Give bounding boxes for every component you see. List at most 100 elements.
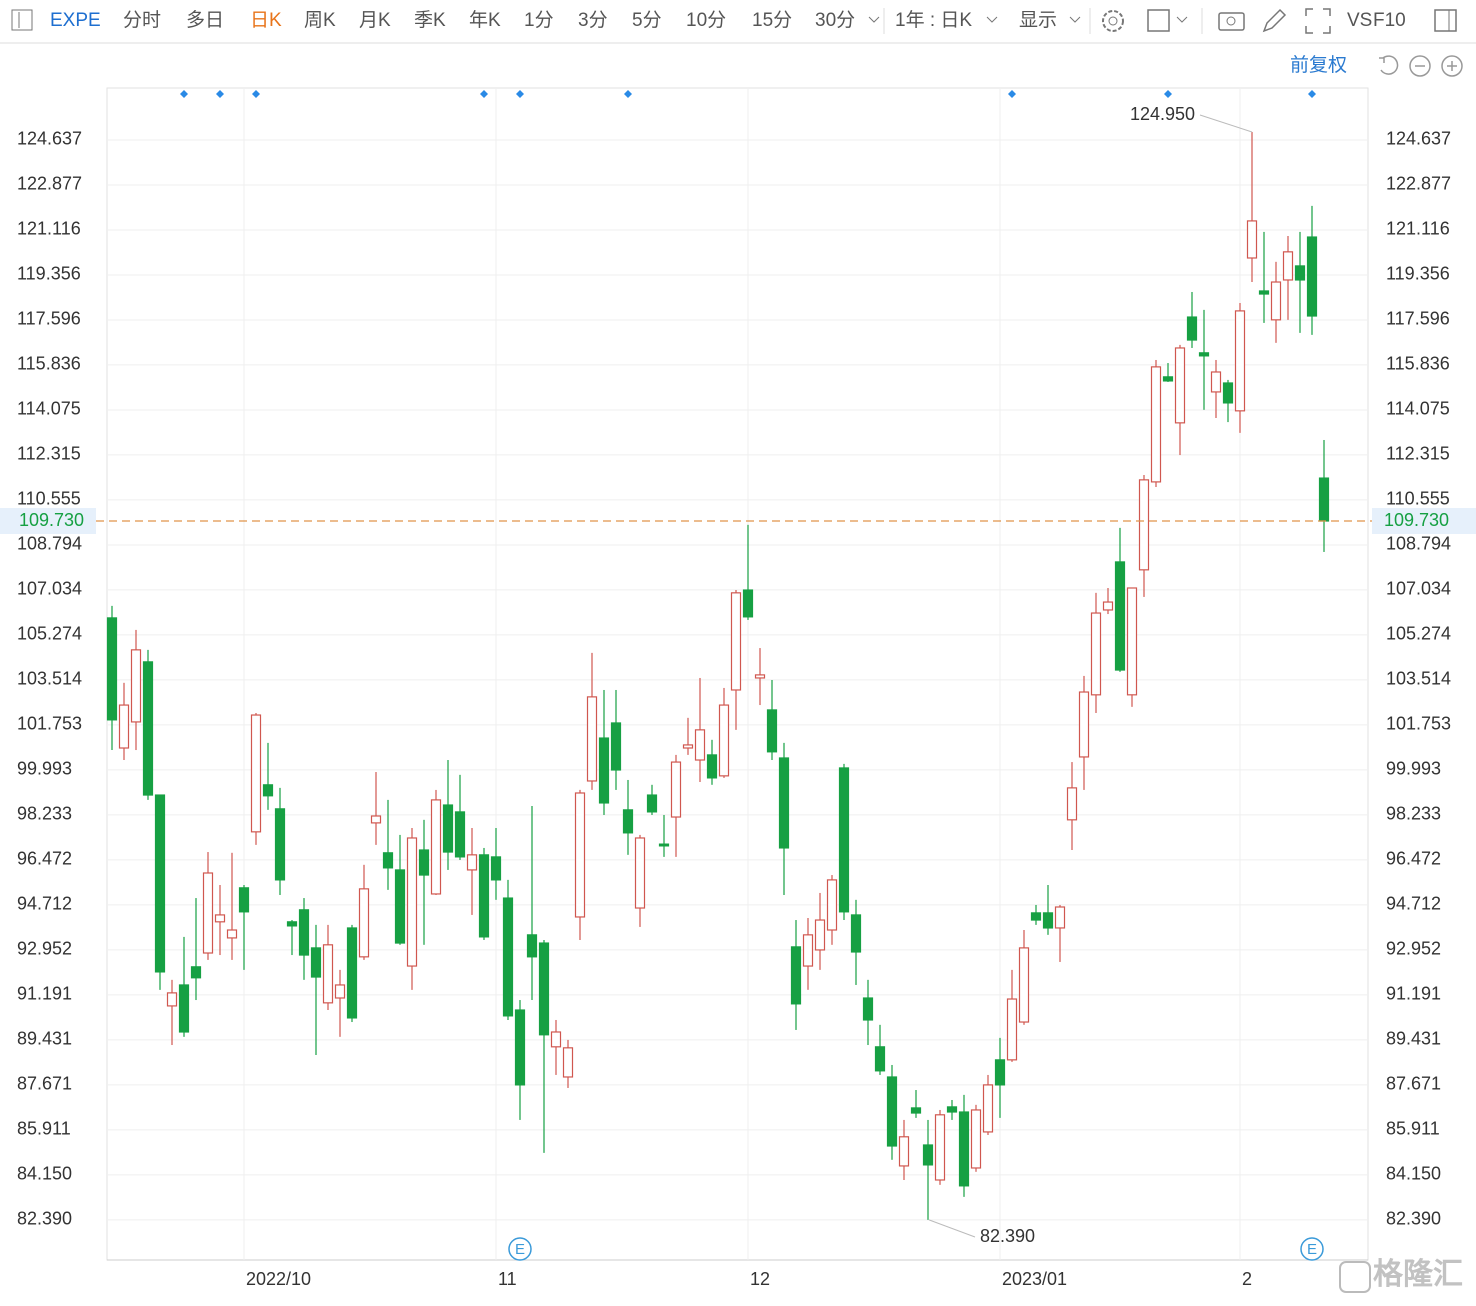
candle-body <box>190 966 202 979</box>
candle-body <box>1282 251 1294 281</box>
y-tick-label-right: 96.472 <box>1386 849 1441 869</box>
period-tab[interactable]: 日K <box>250 10 282 31</box>
y-tick-label-right: 119.356 <box>1386 264 1450 284</box>
annotation-label: 82.390 <box>980 1226 1035 1246</box>
period-tab[interactable]: 10分 <box>686 9 726 31</box>
candle-body <box>1294 265 1306 281</box>
candle-body <box>286 921 298 927</box>
period-tab[interactable]: 30分 <box>815 9 855 31</box>
period-tab[interactable]: 月K <box>359 10 391 31</box>
symbol[interactable]: EXPE <box>50 10 101 31</box>
candle-body <box>586 696 598 782</box>
reset-icon[interactable] <box>1379 55 1399 75</box>
candle-body <box>562 1047 574 1078</box>
event-marker[interactable] <box>516 90 524 98</box>
candle-body <box>178 984 190 1033</box>
candle-body <box>742 589 754 618</box>
last-price-label-right: 109.730 <box>1384 510 1449 530</box>
y-tick-label-right: 105.274 <box>1386 624 1451 644</box>
y-tick-label: 89.431 <box>17 1029 72 1049</box>
event-marker[interactable] <box>180 90 188 98</box>
candle-body <box>154 794 166 973</box>
earnings-marker[interactable] <box>508 1237 532 1261</box>
f10-button[interactable]: F10 <box>1373 10 1406 31</box>
y-tick-label-right: 124.637 <box>1386 129 1451 149</box>
sidebar-icon[interactable] <box>1434 9 1457 32</box>
y-tick-label: 84.150 <box>17 1164 72 1184</box>
candle-body <box>1018 947 1030 1023</box>
candle-body <box>1210 371 1222 393</box>
settings-icon[interactable] <box>1102 10 1124 32</box>
y-tick-label-right: 99.993 <box>1386 759 1441 779</box>
x-tick-label: 2022/10 <box>246 1269 311 1289</box>
candle-body <box>1114 561 1126 671</box>
event-marker[interactable] <box>624 90 632 98</box>
candle-body <box>790 946 802 1005</box>
candle-body <box>490 856 502 881</box>
candle-body <box>970 1109 982 1169</box>
candle-body <box>1270 281 1282 321</box>
period-tab[interactable]: 季K <box>414 9 446 31</box>
y-tick-label: 96.472 <box>17 849 72 869</box>
candle-body <box>922 1144 934 1166</box>
period-tab[interactable]: 5分 <box>632 9 662 31</box>
candle-body <box>478 854 490 938</box>
y-tick-label: 101.753 <box>17 714 82 734</box>
settings-icon-core <box>1108 16 1118 26</box>
adjust-mode[interactable]: 前复权 <box>1290 54 1347 76</box>
period-tab[interactable]: 周K <box>304 10 336 31</box>
menu-icon[interactable] <box>11 9 33 31</box>
candle-body <box>394 869 406 944</box>
y-tick-label-right: 85.911 <box>1386 1119 1440 1139</box>
y-tick-label: 105.274 <box>17 624 82 644</box>
candle-body <box>778 757 790 849</box>
period-tab[interactable]: 多日 <box>186 9 224 31</box>
candle-body <box>874 1046 886 1072</box>
vs-button[interactable]: VS <box>1347 10 1372 31</box>
candle-body <box>1162 376 1174 382</box>
zoom-in-plus <box>1447 61 1457 71</box>
event-marker[interactable] <box>1164 90 1172 98</box>
candle-body <box>238 887 250 913</box>
display-select[interactable]: 显示 <box>1019 10 1057 31</box>
candle-body <box>886 1076 898 1147</box>
event-marker[interactable] <box>480 90 488 98</box>
period-tab[interactable]: 1分 <box>524 9 554 31</box>
draw-icon[interactable] <box>1262 8 1287 33</box>
candle-body <box>634 837 646 909</box>
candle-body <box>994 1059 1006 1086</box>
range-select[interactable]: 1年 : 日K <box>895 9 972 31</box>
event-marker[interactable] <box>252 90 260 98</box>
candle-body <box>910 1107 922 1114</box>
event-marker[interactable] <box>1008 90 1016 98</box>
y-tick-label-right: 108.794 <box>1386 534 1451 554</box>
candle-body <box>1042 912 1054 929</box>
candle-body <box>202 872 214 954</box>
zoom-in-icon[interactable] <box>1441 55 1463 77</box>
y-tick-label-right: 117.596 <box>1386 309 1450 329</box>
period-tab[interactable]: 年K <box>469 9 501 31</box>
candle-body <box>754 674 766 679</box>
candle-body <box>610 722 622 771</box>
y-tick-label-right: 103.514 <box>1386 669 1451 689</box>
earnings-marker[interactable] <box>1300 1237 1324 1261</box>
last-price-label: 109.730 <box>19 510 84 530</box>
candle-body <box>1126 587 1138 696</box>
zoom-out-icon[interactable] <box>1409 55 1431 77</box>
chevron <box>1176 16 1188 23</box>
y-tick-label: 103.514 <box>17 669 82 689</box>
fullscreen-icon[interactable] <box>1305 8 1331 34</box>
style-icon[interactable] <box>1147 9 1170 32</box>
period-tab[interactable]: 分时 <box>123 9 161 31</box>
event-marker[interactable] <box>1308 90 1316 98</box>
period-tab[interactable]: 15分 <box>752 9 792 31</box>
y-tick-label: 92.952 <box>17 939 72 959</box>
candle-body <box>946 1106 958 1113</box>
candle-body <box>658 843 670 847</box>
y-tick-label: 107.034 <box>17 579 82 599</box>
y-tick-label-right: 121.116 <box>1386 219 1450 239</box>
event-marker[interactable] <box>216 90 224 98</box>
period-tab[interactable]: 3分 <box>578 9 608 31</box>
camera-icon[interactable] <box>1218 12 1245 31</box>
